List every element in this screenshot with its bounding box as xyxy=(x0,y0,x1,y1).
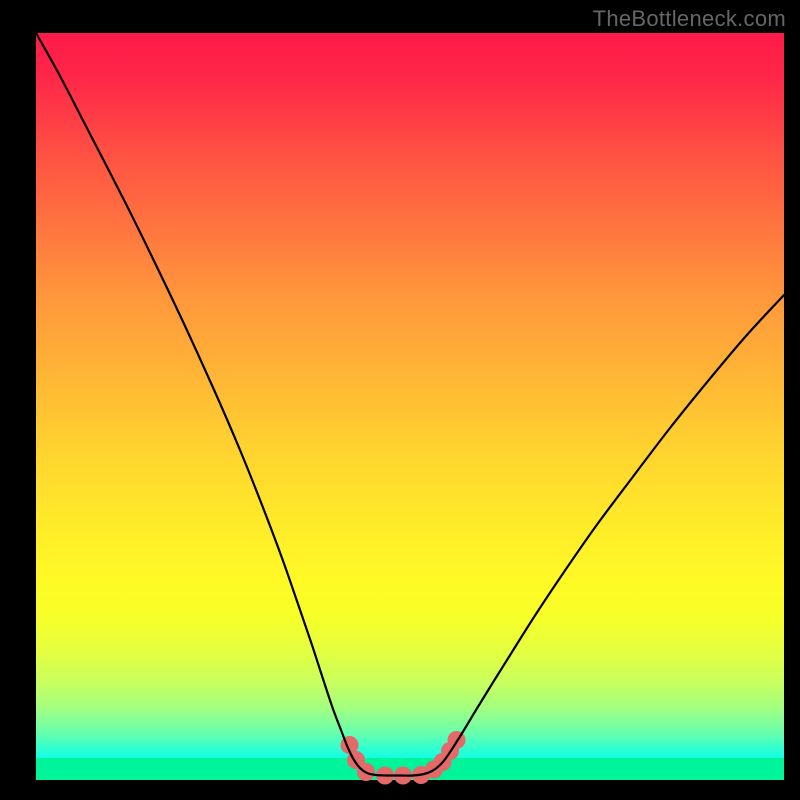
bottleneck-curve-chart xyxy=(0,0,800,800)
watermark-text: TheBottleneck.com xyxy=(593,6,786,32)
chart-container: TheBottleneck.com xyxy=(0,0,800,800)
plot-gradient-background xyxy=(36,33,784,780)
